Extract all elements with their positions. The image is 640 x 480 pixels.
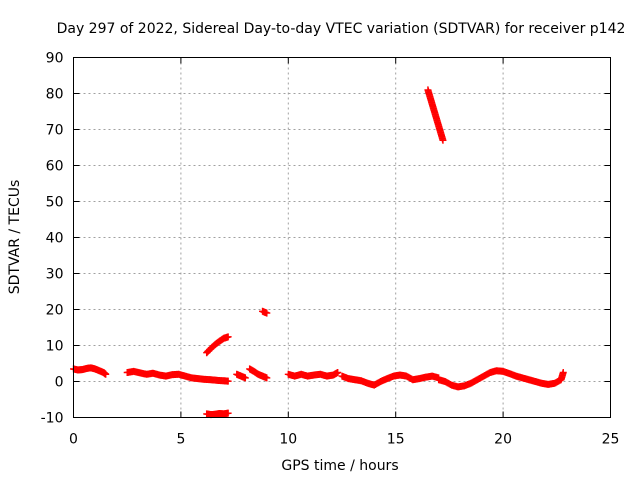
chart-title: Day 297 of 2022, Sidereal Day-to-day VTE… [57, 21, 626, 37]
series-seg-f [246, 365, 271, 382]
data-point [263, 309, 271, 317]
series-seg-e [233, 370, 249, 382]
y-tick-label: 10 [46, 339, 64, 355]
data-point [334, 369, 342, 376]
x-axis-label: GPS time / hours [281, 458, 398, 474]
data-point [102, 370, 110, 378]
series-seg-k [435, 367, 567, 391]
series-seg-d [203, 333, 232, 357]
series-seg-c [203, 409, 232, 419]
y-tick-label: 80 [46, 87, 64, 103]
series-seg-g [259, 307, 271, 317]
data-point [241, 374, 249, 382]
y-tick-label: 70 [46, 123, 64, 139]
y-axis-label: SDTVAR / TECUs [7, 180, 23, 295]
tick-layer: 0 5 10 15 20 25 -10 0 10 20 30 40 50 60 70 80 90 [41, 51, 620, 448]
x-tick-label: 5 [176, 432, 185, 448]
y-tick-label: 30 [46, 267, 64, 283]
y-tick-label: -10 [41, 411, 64, 427]
series-seg-h [284, 369, 342, 380]
grid-layer [73, 57, 611, 418]
data-point [559, 369, 567, 376]
series-seg-i [338, 371, 443, 389]
y-tick-label: 90 [46, 51, 64, 67]
data-point [224, 333, 232, 341]
y-tick-label: 0 [55, 375, 64, 391]
y-tick-label: 40 [46, 231, 64, 247]
data-point [263, 374, 271, 382]
x-tick-label: 0 [69, 432, 78, 448]
series-seg-a [70, 364, 110, 378]
data-point [439, 136, 447, 144]
y-tick-label: 20 [46, 303, 64, 319]
series-seg-b [123, 367, 232, 385]
series-seg-j [424, 86, 447, 144]
data-point [224, 377, 232, 385]
data-layer [70, 86, 567, 419]
x-tick-label: 15 [387, 432, 405, 448]
y-tick-label: 50 [46, 195, 64, 211]
x-tick-label: 20 [494, 432, 512, 448]
x-tick-label: 25 [602, 432, 620, 448]
data-point [224, 409, 232, 417]
x-tick-label: 10 [279, 432, 297, 448]
y-tick-label: 60 [46, 159, 64, 175]
